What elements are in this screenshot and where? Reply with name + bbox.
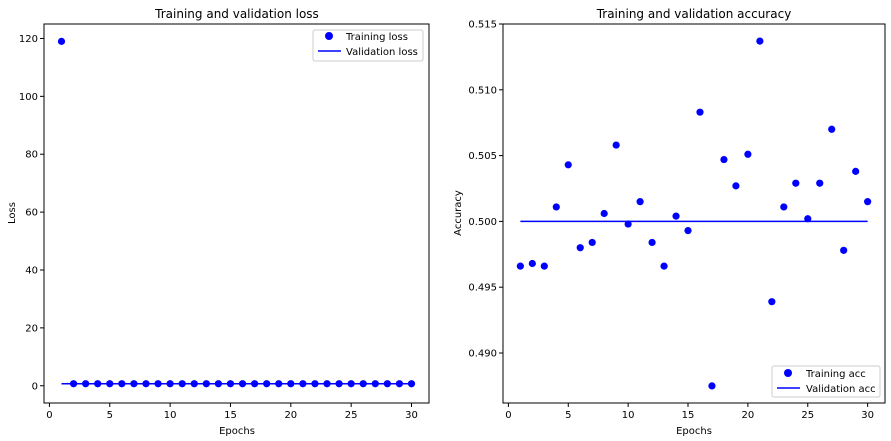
accuracy-training-point: [648, 238, 656, 247]
loss-training-point: [57, 37, 66, 45]
loss-marks: [57, 37, 416, 388]
loss-y-tick-label: 40: [25, 265, 38, 276]
accuracy-training-point: [528, 259, 536, 268]
accuracy-training-point: [816, 179, 824, 187]
accuracy-training-point: [612, 141, 620, 149]
accuracy-marks: [516, 37, 872, 390]
loss-x-tick-label: 20: [284, 410, 297, 421]
accuracy-training-point: [804, 215, 812, 223]
accuracy-training-point: [684, 227, 692, 235]
loss-y-tick-label: 100: [19, 92, 38, 103]
loss-legend: Training loss Validation loss: [312, 29, 424, 62]
loss-plot-area: [43, 23, 430, 404]
loss-y-tick-label: 120: [19, 34, 38, 45]
loss-x-tick-label: 30: [405, 410, 418, 421]
accuracy-y-ticks: 0.490 0.495 0.500 0.505 0.510 0.515: [468, 20, 503, 359]
accuracy-chart-title: Training and validation accuracy: [596, 7, 792, 21]
accuracy-training-point: [636, 198, 644, 206]
accuracy-legend-label-validation: Validation acc: [806, 384, 876, 395]
accuracy-training-point: [588, 238, 596, 247]
loss-x-tick-label: 5: [107, 410, 113, 421]
accuracy-training-point: [864, 198, 872, 206]
accuracy-training-point: [564, 161, 572, 169]
loss-y-axis-label: Loss: [7, 202, 18, 224]
accuracy-x-tick-label: 30: [861, 410, 874, 421]
loss-legend-box: [312, 29, 424, 62]
loss-y-tick-label: 20: [25, 323, 38, 334]
accuracy-training-point: [756, 37, 764, 45]
accuracy-x-tick-label: 25: [801, 410, 814, 421]
accuracy-training-point: [696, 108, 704, 116]
accuracy-x-axis-label: Epochs: [676, 426, 712, 437]
accuracy-legend-box: [771, 365, 881, 398]
accuracy-y-axis-label: Accuracy: [453, 190, 464, 236]
accuracy-training-point: [516, 262, 524, 270]
accuracy-training-point: [540, 262, 548, 270]
accuracy-y-tick-label: 0.515: [468, 20, 497, 31]
accuracy-training-point: [840, 246, 848, 254]
accuracy-training-point: [672, 212, 680, 220]
loss-x-tick-label: 15: [224, 410, 237, 421]
loss-chart: Training and validation loss 0 5 10 15 20 25 3…: [7, 7, 430, 437]
accuracy-training-point: [708, 382, 716, 390]
accuracy-training-point: [600, 209, 608, 218]
accuracy-y-tick-label: 0.505: [468, 151, 497, 162]
accuracy-y-tick-label: 0.500: [468, 217, 497, 228]
accuracy-training-point: [552, 203, 560, 211]
loss-chart-title: Training and validation loss: [154, 7, 319, 21]
accuracy-legend-label-training: Training acc: [805, 369, 866, 380]
loss-x-axis-label: Epochs: [219, 426, 255, 437]
accuracy-chart: Training and validation accuracy 0 5 10 15 2…: [453, 7, 886, 437]
accuracy-training-point: [576, 244, 584, 252]
accuracy-legend: Training acc Validation acc: [771, 365, 881, 398]
accuracy-training-point: [624, 220, 632, 228]
loss-y-tick-label: 60: [25, 208, 38, 219]
accuracy-x-tick-label: 0: [505, 410, 511, 421]
accuracy-plot-area: [502, 23, 886, 404]
loss-legend-label-training: Training loss: [345, 32, 408, 43]
accuracy-x-tick-label: 10: [622, 410, 635, 421]
loss-x-ticks: 0 5 10 15 20 25 30: [46, 403, 418, 421]
accuracy-training-point: [780, 203, 788, 211]
loss-legend-label-validation: Validation loss: [346, 47, 418, 58]
accuracy-training-point: [732, 182, 740, 190]
accuracy-x-tick-label: 20: [742, 410, 755, 421]
accuracy-training-point: [852, 167, 860, 175]
loss-x-tick-label: 0: [46, 410, 52, 421]
accuracy-y-tick-label: 0.490: [468, 348, 497, 359]
accuracy-y-tick-label: 0.510: [468, 85, 497, 96]
accuracy-x-tick-label: 5: [565, 410, 571, 421]
accuracy-training-point: [720, 155, 728, 164]
accuracy-x-ticks: 0 5 10 15 20 25 30: [505, 403, 874, 421]
accuracy-training-point: [660, 262, 668, 270]
accuracy-training-point: [828, 125, 836, 133]
accuracy-training-point: [744, 150, 752, 158]
loss-legend-marker-training: [325, 32, 333, 40]
loss-y-ticks: 0 20 40 60 80 100 120: [19, 34, 44, 392]
accuracy-training-point: [768, 298, 776, 306]
loss-x-tick-label: 10: [164, 410, 177, 421]
loss-y-tick-label: 0: [32, 381, 38, 392]
loss-x-tick-label: 25: [345, 410, 358, 421]
accuracy-x-tick-label: 15: [682, 410, 695, 421]
accuracy-y-tick-label: 0.495: [468, 283, 497, 294]
loss-y-tick-label: 80: [25, 150, 38, 161]
accuracy-training-point: [792, 179, 800, 187]
accuracy-legend-marker-training: [784, 369, 792, 377]
